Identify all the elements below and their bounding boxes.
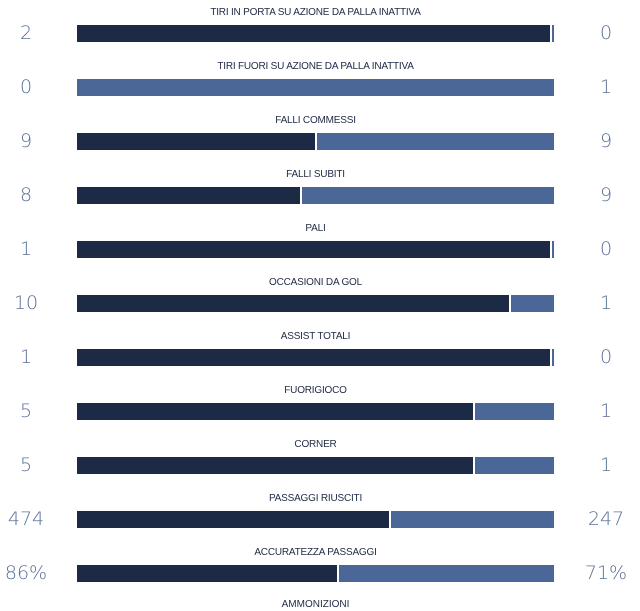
home-bar <box>77 511 389 528</box>
stat-bar <box>77 133 554 150</box>
home-value: 8 <box>19 184 33 206</box>
stat-row: FALLI COMMESSI 9 9 <box>0 108 640 162</box>
away-value: 1 <box>599 292 613 314</box>
away-value: 0 <box>599 22 613 44</box>
away-bar <box>77 79 554 96</box>
home-value: 1 <box>19 238 33 260</box>
home-bar <box>77 403 473 420</box>
home-bar <box>77 241 550 258</box>
away-bar <box>552 241 554 258</box>
stat-row: OCCASIONI DA GOL 10 1 <box>0 270 640 324</box>
home-bar <box>77 565 337 582</box>
home-value: 5 <box>19 400 33 422</box>
away-value: 1 <box>599 76 613 98</box>
home-bar <box>77 133 315 150</box>
away-value: 71% <box>584 562 628 584</box>
away-bar <box>317 133 554 150</box>
stat-bar <box>77 187 554 204</box>
home-value: 5 <box>19 454 33 476</box>
stat-row: FALLI SUBITI 8 9 <box>0 162 640 216</box>
stat-row: ACCURATEZZA PASSAGGI 86% 71% <box>0 540 640 594</box>
away-bar <box>552 349 554 366</box>
away-bar <box>339 565 554 582</box>
away-bar <box>511 295 554 312</box>
stat-label: FALLI SUBITI <box>286 169 345 180</box>
home-value: 86% <box>4 562 48 584</box>
home-value: 9 <box>19 130 33 152</box>
stat-label: CORNER <box>294 439 337 450</box>
home-bar <box>77 187 300 204</box>
stat-bar <box>77 25 554 42</box>
home-value: 1 <box>19 346 33 368</box>
stat-bar <box>77 457 554 474</box>
stat-label: ASSIST TOTALI <box>280 331 351 342</box>
home-bar <box>77 25 550 42</box>
stat-row: PALI 1 0 <box>0 216 640 270</box>
home-value: 10 <box>13 292 39 314</box>
stat-row: CORNER 5 1 <box>0 432 640 486</box>
stat-row: TIRI FUORI SU AZIONE DA PALLA INATTIVA 0… <box>0 54 640 108</box>
stat-row: ASSIST TOTALI 1 0 <box>0 324 640 378</box>
stat-bar <box>77 403 554 420</box>
away-bar <box>475 403 554 420</box>
away-bar <box>552 25 554 42</box>
away-value: 1 <box>599 454 613 476</box>
stat-bar <box>77 241 554 258</box>
stat-label: PASSAGGI RIUSCITI <box>268 493 363 504</box>
stat-label: FALLI COMMESSI <box>275 115 356 126</box>
stat-label: TIRI IN PORTA SU AZIONE DA PALLA INATTIV… <box>210 7 421 18</box>
away-bar <box>391 511 554 528</box>
stat-row: PASSAGGI RIUSCITI 474 247 <box>0 486 640 540</box>
stat-row: FUORIGIOCO 5 1 <box>0 378 640 432</box>
away-value: 0 <box>599 238 613 260</box>
stat-label: PALI <box>305 223 326 234</box>
home-value: 2 <box>19 22 33 44</box>
stat-label-next: AMMONIZIONI <box>281 599 350 610</box>
home-bar <box>77 349 550 366</box>
stat-bar <box>77 349 554 366</box>
away-value: 1 <box>599 400 613 422</box>
home-bar <box>77 457 473 474</box>
stat-bar <box>77 565 554 582</box>
away-value: 9 <box>599 130 613 152</box>
stat-bar <box>77 295 554 312</box>
away-value: 247 <box>587 508 625 530</box>
stat-label: OCCASIONI DA GOL <box>269 277 362 288</box>
stat-label: ACCURATEZZA PASSAGGI <box>254 547 377 558</box>
home-value: 474 <box>7 508 45 530</box>
away-value: 9 <box>599 184 613 206</box>
stat-label: FUORIGIOCO <box>284 385 347 396</box>
stat-label: TIRI FUORI SU AZIONE DA PALLA INATTIVA <box>217 61 414 72</box>
away-bar <box>302 187 554 204</box>
away-bar <box>475 457 554 474</box>
home-value: 0 <box>19 76 33 98</box>
stat-bar <box>77 511 554 528</box>
away-value: 0 <box>599 346 613 368</box>
stat-bar <box>77 79 554 96</box>
match-stats-list: TIRI IN PORTA SU AZIONE DA PALLA INATTIV… <box>0 0 640 594</box>
home-bar <box>77 295 509 312</box>
stat-row: TIRI IN PORTA SU AZIONE DA PALLA INATTIV… <box>0 0 640 54</box>
